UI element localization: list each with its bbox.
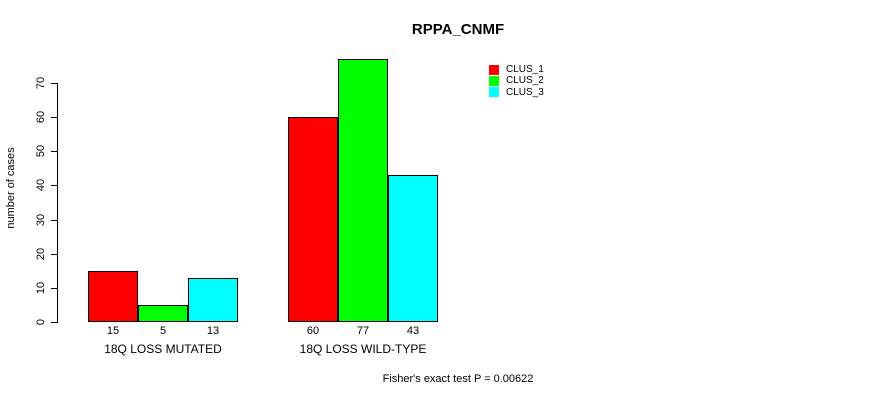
legend-label: CLUS_1 bbox=[506, 64, 544, 75]
bar-value-label: 15 bbox=[106, 325, 120, 337]
bar-value-label: 77 bbox=[356, 325, 370, 337]
legend-label: CLUS_2 bbox=[506, 75, 544, 87]
bar-clus_3-group1 bbox=[188, 278, 238, 322]
legend-item-clus_3: CLUS_3 bbox=[489, 87, 544, 98]
legend-item-clus_1: CLUS_1 bbox=[489, 64, 544, 75]
legend-swatch-clus_3 bbox=[489, 87, 499, 98]
y-axis-tick-label: 40 bbox=[35, 178, 47, 192]
y-axis-tick-label: 60 bbox=[35, 110, 47, 124]
y-axis-tick-mark bbox=[51, 83, 58, 84]
bar-clus_3-group2 bbox=[388, 175, 438, 322]
bar-value-label: 13 bbox=[206, 325, 220, 337]
y-axis-tick-mark bbox=[51, 117, 58, 118]
bar-clus_2-group2 bbox=[338, 59, 388, 322]
bar-value-label: 43 bbox=[406, 325, 420, 337]
x-axis-group-label: 18Q LOSS MUTATED bbox=[104, 342, 222, 356]
chart-title: RPPA_CNMF bbox=[411, 21, 505, 38]
y-axis-tick-mark bbox=[51, 254, 58, 255]
y-axis-tick-mark bbox=[51, 322, 58, 323]
y-axis-tick-label: 10 bbox=[35, 281, 47, 295]
y-axis-tick-mark bbox=[51, 288, 58, 289]
y-axis-tick-label: 50 bbox=[35, 144, 47, 158]
bar-clus_2-group1 bbox=[138, 305, 188, 322]
y-axis-tick-mark bbox=[51, 185, 58, 186]
legend-item-clus_2: CLUS_2 bbox=[489, 75, 544, 86]
x-axis-group-label: 18Q LOSS WILD-TYPE bbox=[299, 342, 427, 356]
bar-clus_1-group1 bbox=[88, 271, 138, 322]
legend-label: CLUS_3 bbox=[506, 86, 544, 98]
y-axis-tick-label: 0 bbox=[35, 318, 47, 326]
bar-value-label: 60 bbox=[306, 325, 320, 337]
y-axis-label: number of cases bbox=[5, 147, 17, 229]
annotation-text: Fisher's exact test P = 0.00622 bbox=[382, 373, 534, 385]
y-axis-tick-mark bbox=[51, 220, 58, 221]
y-axis-tick-mark bbox=[51, 151, 58, 152]
legend-swatch-clus_1 bbox=[489, 64, 499, 75]
bar-clus_1-group2 bbox=[288, 117, 338, 322]
y-axis-tick-label: 20 bbox=[35, 247, 47, 261]
y-axis-tick-label: 30 bbox=[35, 213, 47, 227]
bar-value-label: 5 bbox=[159, 325, 167, 337]
y-axis-line bbox=[57, 83, 58, 323]
legend-swatch-clus_2 bbox=[489, 75, 499, 86]
y-axis-tick-label: 70 bbox=[35, 76, 47, 90]
